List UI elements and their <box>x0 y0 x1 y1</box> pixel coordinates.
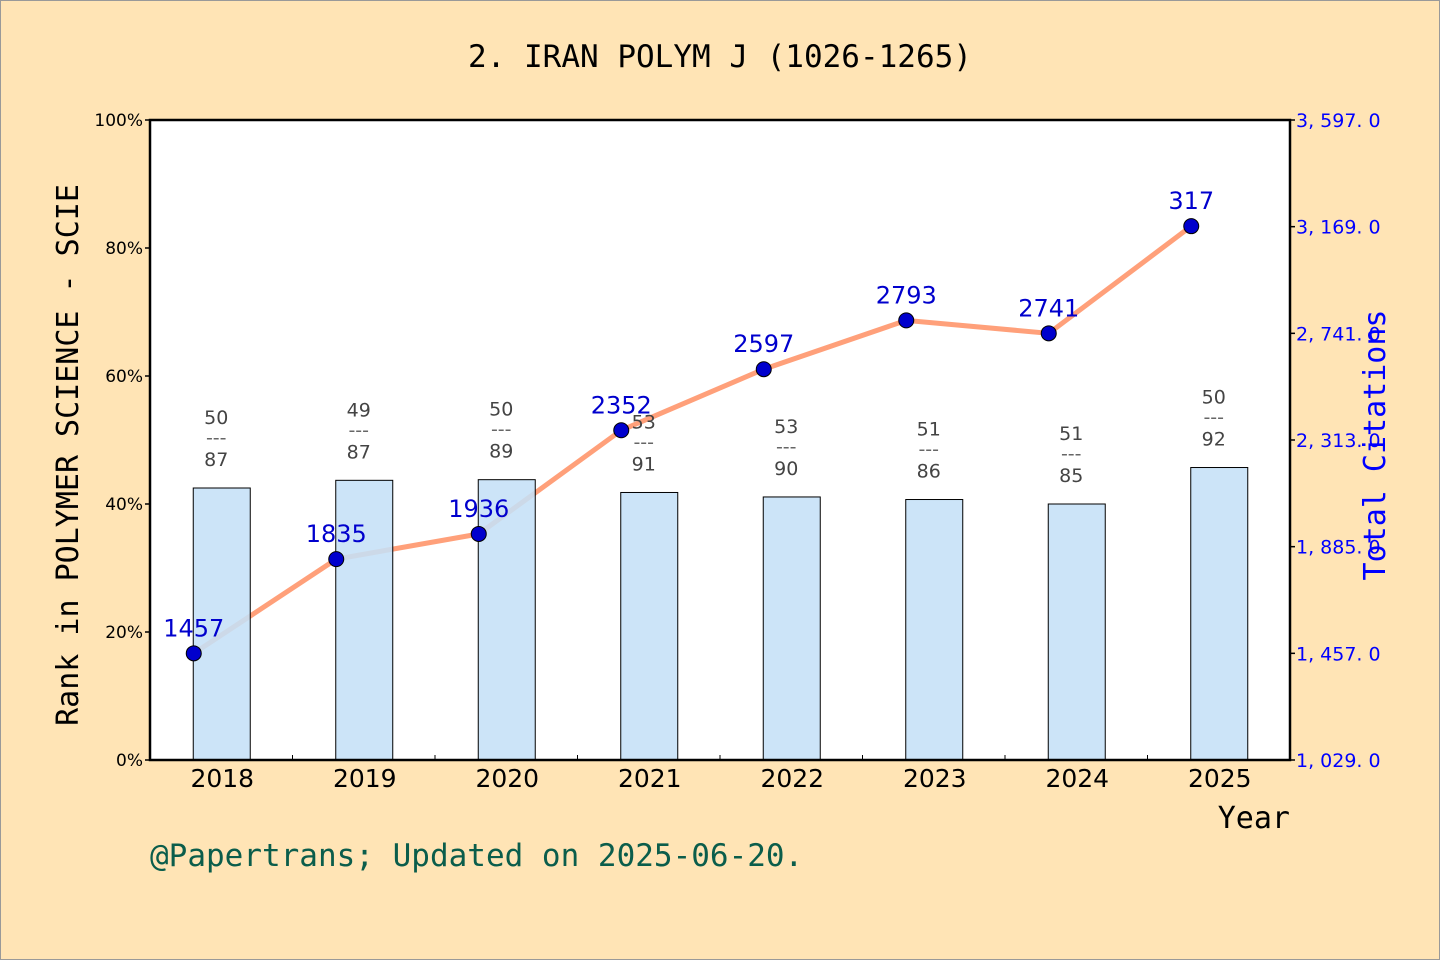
citation-point-2021 <box>613 422 630 439</box>
rank-label: 53 <box>632 411 656 433</box>
y-axis-label: Rank in POLYMER SCIENCE - SCIE <box>51 184 86 726</box>
rank-bar-2023 <box>905 499 964 761</box>
citation-label: 1835 <box>306 520 367 548</box>
rank-bar-2018 <box>192 487 251 761</box>
x-axis-label: Year <box>1218 801 1290 836</box>
citation-label: 2597 <box>733 330 794 358</box>
x-tick-label: 2020 <box>475 764 539 793</box>
y-tick-label: 20% <box>105 623 143 643</box>
y-tick-label: 80% <box>105 239 143 259</box>
citation-point-2020 <box>470 525 487 542</box>
rank-total-label: 87 <box>204 449 228 471</box>
x-tick-label: 2018 <box>190 764 254 793</box>
rank-separator: --- <box>776 436 797 458</box>
rank-separator: --- <box>918 439 939 461</box>
citation-label: 1936 <box>448 495 509 523</box>
citation-point-2023 <box>898 312 915 329</box>
rank-bar-2024 <box>1047 503 1106 761</box>
y2-tick-label: 3, 597. 0 <box>1296 110 1381 132</box>
rank-bar-2022 <box>762 496 821 761</box>
rank-label: 51 <box>917 419 941 441</box>
rank-bar-2025 <box>1190 467 1249 761</box>
y2-tick-label: 3, 169. 0 <box>1296 217 1381 239</box>
rank-total-label: 86 <box>917 461 941 483</box>
rank-separator: --- <box>491 419 512 441</box>
rank-label: 51 <box>1059 423 1083 445</box>
rank-total-label: 92 <box>1202 429 1226 451</box>
rank-total-label: 90 <box>774 458 798 480</box>
citation-label: 2793 <box>876 281 937 309</box>
y2-tick-label: 2, 741. 0 <box>1296 323 1381 345</box>
rank-label: 50 <box>489 399 513 421</box>
y-tick-label: 60% <box>105 367 143 387</box>
rank-label: 50 <box>204 407 228 429</box>
x-tick-label: 2023 <box>903 764 967 793</box>
y2-tick-label: 1, 029. 0 <box>1296 750 1381 772</box>
chart-title: 2. IRAN POLYM J (1026-1265) <box>468 39 972 75</box>
x-tick-label: 2024 <box>1045 764 1109 793</box>
rank-label: 50 <box>1202 387 1226 409</box>
x-tick-label: 2025 <box>1188 764 1252 793</box>
rank-label: 53 <box>774 416 798 438</box>
y-tick-label: 40% <box>105 495 143 515</box>
rank-separator: --- <box>348 419 369 441</box>
citation-label: 2741 <box>1018 294 1079 322</box>
rank-separator: --- <box>633 431 654 453</box>
x-tick-label: 2021 <box>618 764 682 793</box>
citation-label: 2352 <box>591 391 652 419</box>
y2-axis-label: Total Citations <box>1358 310 1393 581</box>
y2-tick-label: 2, 313. 0 <box>1296 430 1381 452</box>
rank-total-label: 89 <box>489 441 513 463</box>
citation-label: 317 <box>1168 187 1214 215</box>
rank-bar-2021 <box>620 491 679 761</box>
citation-point-2018 <box>185 645 202 662</box>
citation-point-2025 <box>1183 218 1200 235</box>
x-tick-label: 2019 <box>333 764 397 793</box>
rank-total-label: 91 <box>632 453 656 475</box>
citation-label: 1457 <box>163 614 224 642</box>
y2-tick-label: 1, 885. 0 <box>1296 537 1381 559</box>
plot-area <box>150 120 1290 760</box>
citation-point-2019 <box>328 551 345 568</box>
x-tick-label: 2022 <box>760 764 824 793</box>
rank-total-label: 85 <box>1059 465 1083 487</box>
y-tick-label: 100% <box>94 111 143 131</box>
footer-credit: @Papertrans; Updated on 2025-06-20. <box>150 838 803 874</box>
rank-bar-2020 <box>477 479 536 761</box>
rank-separator: --- <box>1203 407 1224 429</box>
y-tick-label: 0% <box>116 751 143 771</box>
y2-tick-label: 1, 457. 0 <box>1296 643 1381 665</box>
rank-separator: --- <box>206 427 227 449</box>
citation-point-2022 <box>755 361 772 378</box>
rank-label: 49 <box>347 399 371 421</box>
rank-separator: --- <box>1061 443 1082 465</box>
rank-total-label: 87 <box>347 441 371 463</box>
citation-point-2024 <box>1040 325 1057 342</box>
